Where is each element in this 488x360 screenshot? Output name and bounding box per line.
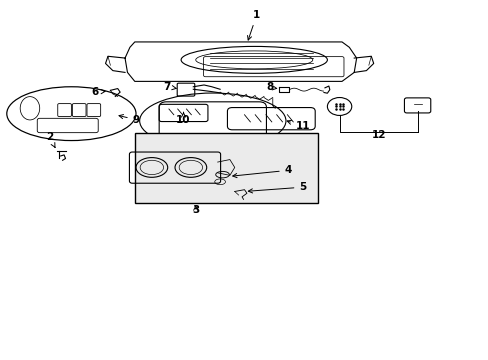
Text: 3: 3	[192, 205, 199, 215]
Text: 11: 11	[286, 120, 309, 131]
Text: 1: 1	[247, 10, 260, 40]
Text: 8: 8	[265, 82, 276, 93]
Text: 4: 4	[232, 165, 291, 178]
Text: 2: 2	[46, 132, 55, 148]
Text: 7: 7	[163, 82, 176, 92]
Text: 5: 5	[248, 182, 306, 193]
Bar	[135, 134, 317, 203]
Text: 6: 6	[91, 87, 105, 97]
Text: 12: 12	[370, 130, 385, 140]
Text: 10: 10	[176, 112, 190, 125]
Text: 9: 9	[119, 114, 140, 125]
